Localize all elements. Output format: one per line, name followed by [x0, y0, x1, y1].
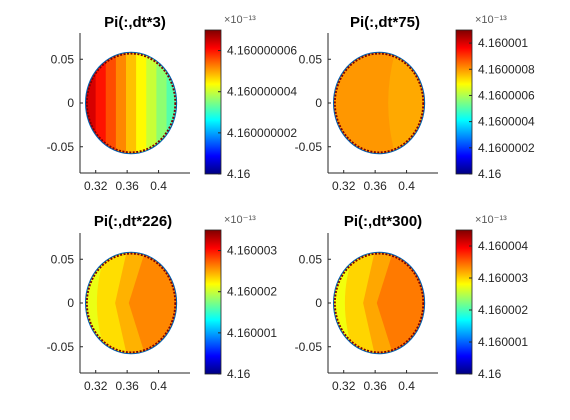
subplot-bottom-left: Pi(:,dt*226) 0.32 0.36 0.4 0.05 0 -0.05 ×10⁻¹³ 4…	[47, 213, 278, 393]
y-tick-label: -0.05	[295, 340, 323, 354]
field-rim	[85, 252, 177, 354]
colorbar-tick-label: 4.16	[478, 167, 502, 181]
field-band	[85, 52, 97, 154]
colorbar-tick-label: 4.16	[227, 167, 251, 181]
subplot-title: Pi(:,dt*3)	[104, 14, 166, 31]
subplot-top-left: Pi(:,dt*3) 0.32 0.36 0.4 0.05 0 -0.05 ×10⁻¹³ 4.1…	[47, 14, 298, 193]
y-tick-label: -0.05	[47, 140, 75, 154]
field-band	[156, 52, 168, 154]
field-band	[146, 52, 157, 154]
field-band	[376, 252, 425, 354]
x-tick-label: 0.36	[363, 179, 387, 193]
colorbar-tick-label: 4.160003	[227, 244, 277, 258]
x-tick-label: 0.36	[115, 179, 139, 193]
y-tick-label: -0.05	[47, 340, 75, 354]
colorbar-tick-label: 4.16	[478, 367, 502, 381]
x-tick-label: 0.4	[398, 379, 415, 393]
colorbar-tick-label: 4.1600004	[478, 115, 535, 129]
colorbar-exponent-label: ×10⁻¹³	[224, 14, 256, 26]
y-tick-label: 0.05	[51, 52, 75, 66]
field-band	[388, 52, 425, 154]
x-tick-label: 0.4	[150, 179, 167, 193]
x-tick-label: 0.32	[332, 379, 356, 393]
x-tick-label: 0.32	[84, 379, 108, 393]
colorbar-tick-label: 4.160000004	[227, 85, 297, 99]
colorbar-tick-label: 4.160000006	[227, 44, 297, 58]
subplot-title: Pi(:,dt*226)	[94, 213, 172, 230]
colorbar-tick-label: 4.160002	[227, 285, 277, 299]
colorbar	[455, 229, 473, 375]
field-band	[136, 52, 147, 154]
subplot-title: Pi(:,dt*75)	[350, 14, 420, 31]
field-rim	[85, 52, 177, 154]
colorbar-tick-label: 4.160001	[478, 335, 528, 349]
subplot-top-right: Pi(:,dt*75) 0.32 0.36 0.4 0.05 0 -0.05 ×10⁻¹³ 4.…	[295, 14, 535, 193]
colorbar	[204, 229, 222, 375]
colorbar-exponent-label: ×10⁻¹³	[475, 214, 507, 226]
y-tick-label: 0.05	[299, 252, 323, 266]
field-patch	[85, 52, 177, 154]
subplot-title: Pi(:,dt*300)	[344, 213, 422, 230]
colorbar-tick-label: 4.16	[227, 367, 251, 381]
y-tick-label: -0.05	[295, 140, 323, 154]
y-tick-label: 0	[315, 96, 322, 110]
field-band	[95, 52, 107, 154]
colorbar-tick-label: 4.160001	[478, 36, 528, 50]
y-tick-label: 0	[315, 296, 322, 310]
colorbar-exponent-label: ×10⁻¹³	[224, 214, 256, 226]
domain-boundary	[85, 51, 178, 155]
x-tick-label: 0.4	[150, 379, 167, 393]
domain-boundary	[333, 251, 426, 355]
field-band	[166, 52, 177, 154]
field-patch	[333, 252, 425, 354]
domain-boundary	[85, 251, 178, 355]
y-tick-label: 0	[67, 96, 74, 110]
colorbar	[204, 29, 222, 175]
colorbar-exponent-label: ×10⁻¹³	[475, 14, 507, 26]
x-tick-label: 0.36	[363, 379, 387, 393]
subplot-bottom-right: Pi(:,dt*300) 0.32 0.36 0.4 0.05 0 -0.05 ×10⁻¹³ 4…	[295, 213, 529, 393]
colorbar-tick-label: 4.1600008	[478, 62, 535, 76]
field-band	[126, 52, 137, 154]
y-tick-label: 0	[67, 296, 74, 310]
colorbar-tick-label: 4.160003	[478, 271, 528, 285]
x-tick-label: 0.36	[115, 379, 139, 393]
field-band	[115, 52, 127, 154]
x-tick-label: 0.32	[84, 179, 108, 193]
colorbar-tick-label: 4.1600006	[478, 88, 535, 102]
y-tick-label: 0.05	[299, 52, 323, 66]
y-tick-label: 0.05	[51, 252, 75, 266]
field-band	[105, 52, 117, 154]
colorbar-tick-label: 4.160000002	[227, 126, 297, 140]
field-rim	[333, 252, 425, 354]
x-tick-label: 0.32	[332, 179, 356, 193]
field-rim	[333, 52, 425, 154]
domain-boundary	[333, 51, 426, 155]
field-band	[128, 252, 177, 354]
x-tick-label: 0.4	[398, 179, 415, 193]
colorbar-tick-label: 4.160004	[478, 239, 528, 253]
colorbar-tick-label: 4.160002	[478, 303, 528, 317]
colorbar-tick-label: 4.160001	[227, 326, 277, 340]
field-patch	[85, 252, 177, 354]
field-patch	[333, 52, 425, 154]
colorbar-tick-label: 4.1600002	[478, 141, 535, 155]
colorbar	[455, 29, 473, 175]
